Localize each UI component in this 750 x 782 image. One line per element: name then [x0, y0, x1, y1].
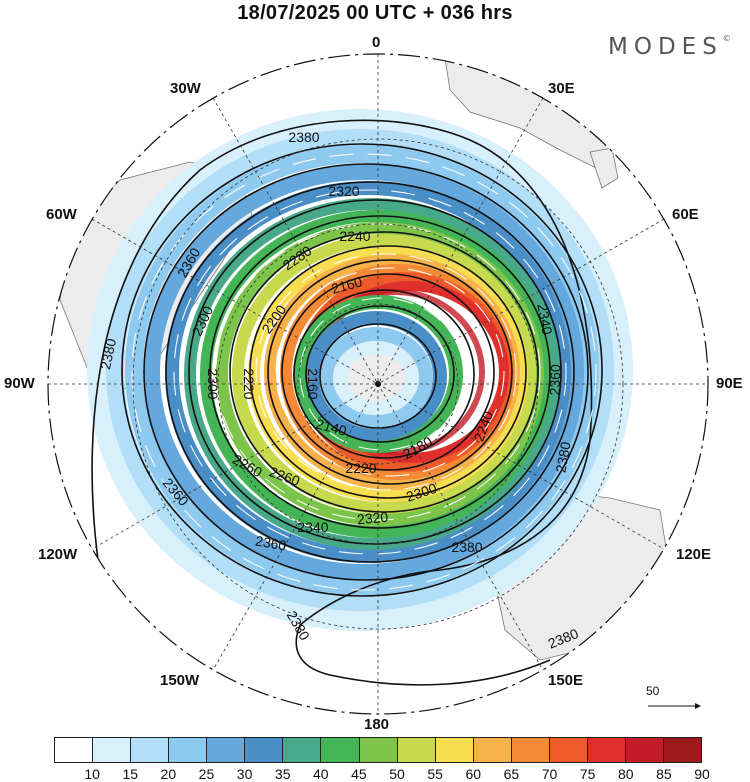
lon-label-60e: 60E — [672, 206, 699, 223]
lon-label-90e: 90E — [716, 375, 743, 392]
contour-label: 2380 — [288, 129, 319, 145]
contour-label: 2300 — [205, 368, 221, 399]
contour-label: 2160 — [305, 368, 321, 399]
colorbar-segment — [321, 738, 360, 762]
contour-label: 2140 — [314, 415, 348, 439]
contour-label: 2340 — [297, 519, 328, 535]
colorbar-tick-label: 20 — [160, 766, 177, 782]
pole-marker — [375, 381, 381, 387]
colorbar-tick-label: 80 — [617, 766, 634, 782]
colorbar-segment — [283, 738, 322, 762]
colorbar-tick-label: 85 — [656, 766, 672, 782]
colorbar-segment — [511, 738, 550, 762]
colorbar-tick-label: 10 — [84, 766, 100, 782]
colorbar-tick-label: 55 — [427, 766, 443, 782]
contour-label: 2220 — [345, 460, 376, 476]
contour-label: 2160 — [330, 273, 364, 297]
contour-label: 2320 — [356, 509, 389, 528]
colorbar-segment — [207, 738, 246, 762]
colorbar-tick-label: 35 — [274, 766, 291, 782]
contour-label: 2360 — [254, 532, 288, 553]
contour-label: 2380 — [451, 539, 482, 555]
colorbar-segment — [625, 738, 664, 762]
colorbar-segment — [169, 738, 208, 762]
wind-speed-colorbar — [54, 737, 702, 763]
modes-logo: MODES© — [608, 34, 731, 60]
contour-label: 2340 — [534, 302, 555, 336]
contour-label: 2320 — [328, 183, 359, 199]
colorbar-tick-label: 15 — [122, 766, 139, 782]
colorbar-segment — [55, 738, 94, 762]
reference-vector-label: 50 — [646, 684, 660, 698]
colorbar-segment — [397, 738, 436, 762]
madagascar-landmass — [589, 147, 619, 189]
lon-label-90w: 90W — [4, 375, 35, 392]
colorbar-tick-label: 30 — [236, 766, 253, 782]
map-boundary — [47, 53, 709, 715]
contour-label: 2380 — [97, 337, 119, 371]
lon-label-0: 0 — [372, 34, 381, 51]
colorbar-tick-label: 75 — [579, 766, 596, 782]
colorbar-segment — [131, 738, 170, 762]
lon-label-120e: 120E — [676, 546, 712, 563]
lon-label-30e: 30E — [548, 80, 575, 97]
contour-2380-outer — [91, 119, 593, 686]
colorbar-segment — [93, 738, 132, 762]
lon-label-150e: 150E — [548, 672, 584, 689]
colorbar-tick-label: 90 — [694, 766, 710, 782]
colorbar-tick-label: 60 — [465, 766, 482, 782]
contour-label: 2220 — [241, 368, 257, 399]
contour-label: 2360 — [546, 364, 563, 396]
lon-label-120w: 120W — [38, 546, 78, 563]
colorbar-tick-label: 50 — [389, 766, 405, 782]
lon-label-180: 180 — [364, 716, 390, 733]
lon-label-150w: 150W — [160, 672, 200, 689]
colorbar-tick-label: 70 — [541, 766, 558, 782]
colorbar-tick-label: 45 — [351, 766, 367, 782]
colorbar-tick-label: 25 — [198, 766, 215, 782]
contour-label: 2240 — [339, 228, 370, 244]
lon-label-30w: 30W — [170, 80, 201, 97]
colorbar-segment — [549, 738, 588, 762]
colorbar-segment — [245, 738, 284, 762]
colorbar-segment — [359, 738, 398, 762]
height-contours — [91, 119, 603, 686]
lon-label-60w: 60W — [46, 206, 77, 223]
contour-label: 2380 — [552, 440, 573, 474]
colorbar-segment — [587, 738, 626, 762]
colorbar-segment — [435, 738, 474, 762]
colorbar-tick-label: 40 — [313, 766, 329, 782]
map-title: 18/07/2025 00 UTC + 036 hrs — [237, 2, 513, 24]
colorbar-segment — [664, 738, 702, 762]
colorbar-tick-label: 65 — [503, 766, 520, 782]
colorbar-segment — [473, 738, 512, 762]
